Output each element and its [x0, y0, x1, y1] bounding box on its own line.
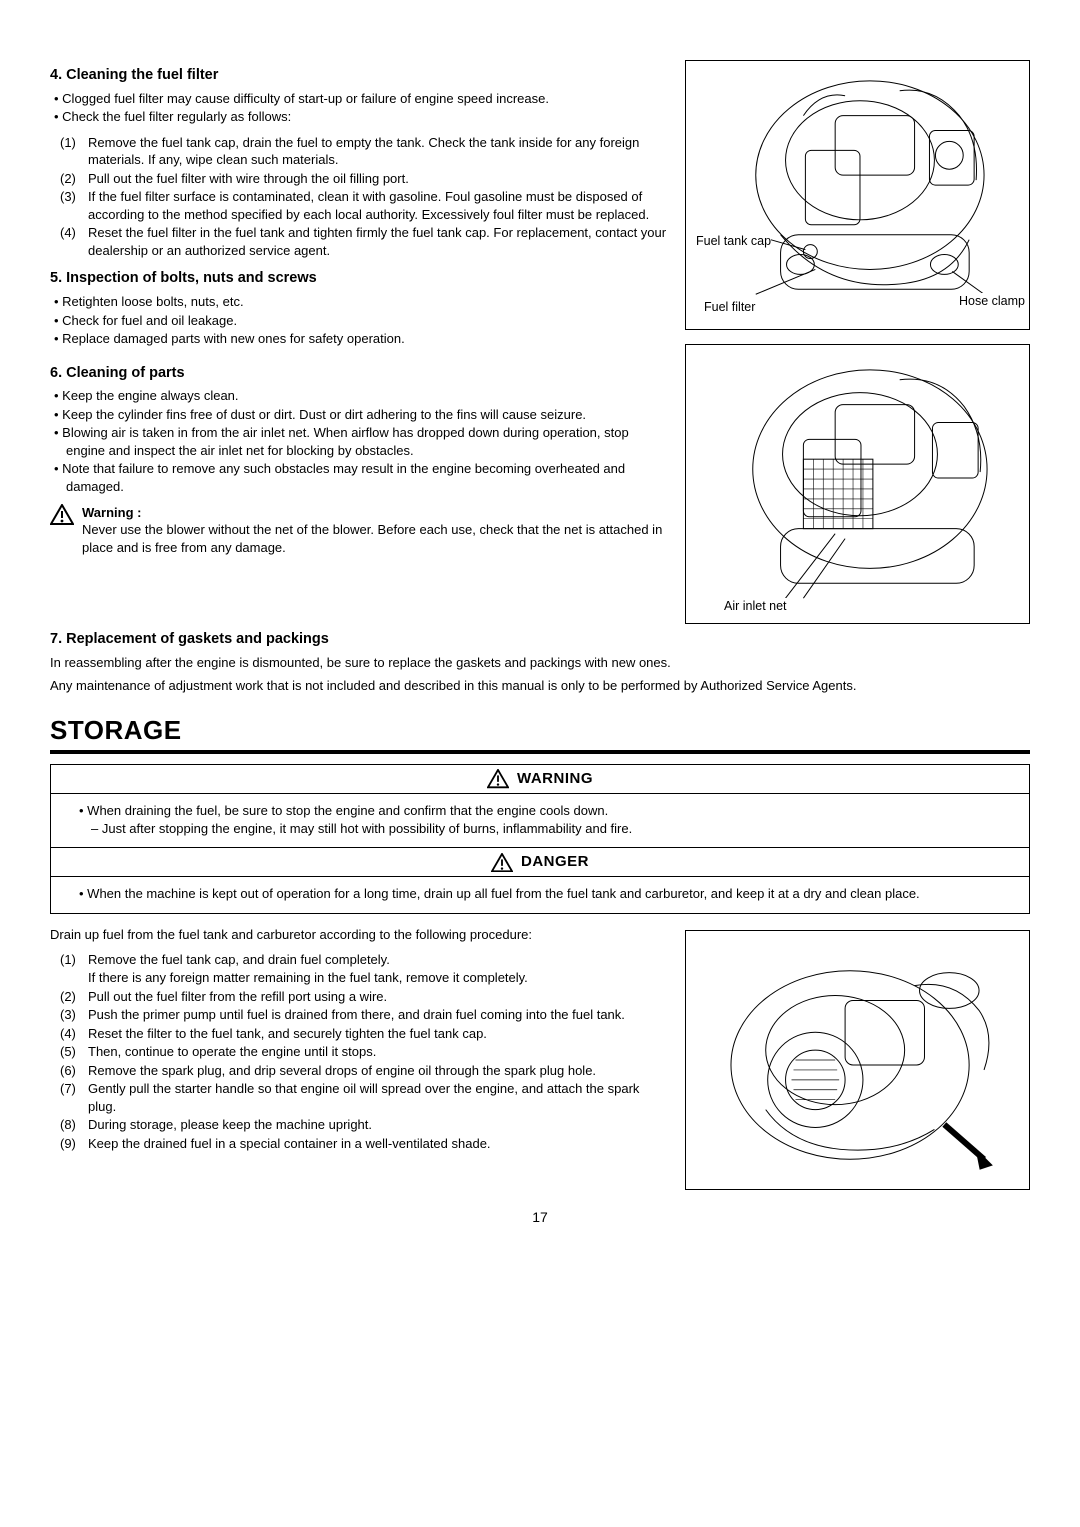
step-num: (2): [60, 988, 88, 1006]
step-num: (5): [60, 1043, 88, 1061]
step-text: Push the primer pump until fuel is drain…: [88, 1006, 669, 1024]
danger-label: Danger: [521, 852, 589, 872]
step-text: Then, continue to operate the engine unt…: [88, 1043, 669, 1061]
section5-bullets: Retighten loose bolts, nuts, etc. Check …: [50, 293, 671, 348]
step-num: (3): [60, 188, 88, 223]
step-text: If the fuel filter surface is contaminat…: [88, 188, 671, 223]
warning-bullet: When draining the fuel, be sure to stop …: [79, 802, 1011, 820]
warning-triangle-icon: [50, 504, 74, 525]
step: (7)Gently pull the starter handle so tha…: [60, 1080, 669, 1115]
section6-warning: Warning : Never use the blower without t…: [50, 504, 671, 557]
warning-body: When draining the fuel, be sure to stop …: [51, 794, 1029, 848]
section5-heading: 5. Inspection of bolts, nuts and screws: [50, 269, 671, 289]
section6-bullets: Keep the engine always clean. Keep the c…: [50, 387, 671, 495]
step-text: Remove the fuel tank cap, drain the fuel…: [88, 134, 671, 169]
bullet: Replace damaged parts with new ones for …: [54, 330, 671, 348]
danger-bullet: When the machine is kept out of operatio…: [79, 885, 1011, 903]
step: (1)Remove the fuel tank cap, drain the f…: [60, 134, 671, 169]
step: (3)Push the primer pump until fuel is dr…: [60, 1006, 669, 1024]
step: (2)Pull out the fuel filter with wire th…: [60, 170, 671, 188]
step-num: (8): [60, 1116, 88, 1134]
warning-triangle-icon: [491, 853, 513, 872]
bullet: Keep the engine always clean.: [54, 387, 671, 405]
bullet: Clogged fuel filter may cause difficulty…: [54, 90, 671, 108]
left-column: 4. Cleaning the fuel filter Clogged fuel…: [50, 60, 671, 624]
step: (1)Remove the fuel tank cap, and drain f…: [60, 951, 669, 986]
step: (5)Then, continue to operate the engine …: [60, 1043, 669, 1061]
manual-page: 4. Cleaning the fuel filter Clogged fuel…: [50, 60, 1030, 1227]
step-num: (6): [60, 1062, 88, 1080]
label-air-inlet-net: Air inlet net: [724, 598, 787, 615]
storage-columns: Drain up fuel from the fuel tank and car…: [50, 926, 1030, 1190]
warning-triangle-icon: [487, 769, 509, 788]
storage-left: Drain up fuel from the fuel tank and car…: [50, 926, 669, 1190]
danger-header: Danger: [51, 848, 1029, 877]
label-fuel-filter: Fuel filter: [704, 299, 755, 316]
step: (2)Pull out the fuel filter from the ref…: [60, 988, 669, 1006]
step-num: (4): [60, 1025, 88, 1043]
section7-p1: In reassembling after the engine is dism…: [50, 654, 1030, 672]
section4-steps: (1)Remove the fuel tank cap, drain the f…: [50, 134, 671, 260]
warning-text: Warning : Never use the blower without t…: [82, 504, 671, 557]
step: (6)Remove the spark plug, and drip sever…: [60, 1062, 669, 1080]
step-num: (4): [60, 224, 88, 259]
right-column: Fuel tank cap Fuel filter Hose clamp: [685, 60, 1030, 624]
step: (9)Keep the drained fuel in a special co…: [60, 1135, 669, 1153]
storage-intro: Drain up fuel from the fuel tank and car…: [50, 926, 669, 944]
bullet: Check the fuel filter regularly as follo…: [54, 108, 671, 126]
step-text: Keep the drained fuel in a special conta…: [88, 1135, 669, 1153]
storage-right: [685, 926, 1030, 1190]
step-text: Pull out the fuel filter with wire throu…: [88, 170, 671, 188]
bullet: Note that failure to remove any such obs…: [54, 460, 671, 495]
page-number: 17: [50, 1208, 1030, 1227]
figure-fuel-filter: Fuel tank cap Fuel filter Hose clamp: [685, 60, 1030, 330]
engine-diagram-1: [686, 61, 1029, 329]
step-num: (1): [60, 134, 88, 169]
storage-title: Storage: [50, 713, 1030, 748]
engine-diagram-3: [686, 931, 1029, 1189]
section7-heading: 7. Replacement of gaskets and packings: [50, 630, 1030, 650]
step: (4)Reset the filter to the fuel tank, an…: [60, 1025, 669, 1043]
warning-label: Warning: [517, 769, 593, 789]
bullet: Check for fuel and oil leakage.: [54, 312, 671, 330]
step-text: During storage, please keep the machine …: [88, 1116, 669, 1134]
section4-heading: 4. Cleaning the fuel filter: [50, 66, 671, 86]
step: (4)Reset the fuel filter in the fuel tan…: [60, 224, 671, 259]
step-text: Remove the spark plug, and drip several …: [88, 1062, 669, 1080]
section6-heading: 6. Cleaning of parts: [50, 364, 671, 384]
step-text: Reset the fuel filter in the fuel tank a…: [88, 224, 671, 259]
storage-rule: [50, 750, 1030, 754]
step: (3)If the fuel filter surface is contami…: [60, 188, 671, 223]
warning-sub: Just after stopping the engine, it may s…: [79, 820, 1011, 838]
warning-body: Never use the blower without the net of …: [82, 521, 671, 556]
top-columns: 4. Cleaning the fuel filter Clogged fuel…: [50, 60, 1030, 624]
bullet: Blowing air is taken in from the air inl…: [54, 424, 671, 459]
figure-air-inlet: Air inlet net: [685, 344, 1030, 624]
step-num: (9): [60, 1135, 88, 1153]
warning-header: Warning: [51, 765, 1029, 794]
section4-bullets: Clogged fuel filter may cause difficulty…: [50, 90, 671, 126]
storage-alert-box: Warning When draining the fuel, be sure …: [50, 764, 1030, 914]
step-num: (2): [60, 170, 88, 188]
engine-diagram-2: [686, 345, 1029, 623]
step-text: Gently pull the starter handle so that e…: [88, 1080, 669, 1115]
step: (8)During storage, please keep the machi…: [60, 1116, 669, 1134]
step-text: Reset the filter to the fuel tank, and s…: [88, 1025, 669, 1043]
label-fuel-tank-cap: Fuel tank cap: [696, 233, 771, 250]
bullet: Retighten loose bolts, nuts, etc.: [54, 293, 671, 311]
danger-body: When the machine is kept out of operatio…: [51, 877, 1029, 913]
step-text: Remove the fuel tank cap, and drain fuel…: [88, 951, 669, 986]
step-num: (7): [60, 1080, 88, 1115]
step-text: Pull out the fuel filter from the refill…: [88, 988, 669, 1006]
bullet: Keep the cylinder fins free of dust or d…: [54, 406, 671, 424]
storage-steps: (1)Remove the fuel tank cap, and drain f…: [50, 951, 669, 1152]
step-num: (1): [60, 951, 88, 986]
step-num: (3): [60, 1006, 88, 1024]
label-hose-clamp: Hose clamp: [959, 293, 1025, 310]
warning-title: Warning :: [82, 504, 671, 522]
section7-p2: Any maintenance of adjustment work that …: [50, 677, 1030, 695]
figure-engine-assembly: [685, 930, 1030, 1190]
